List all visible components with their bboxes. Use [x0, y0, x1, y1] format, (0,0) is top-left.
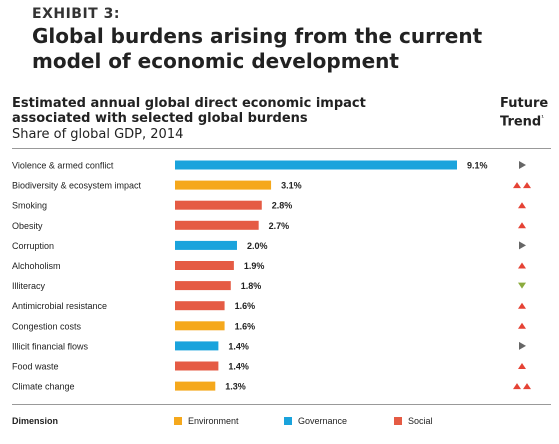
category-label: Illiteracy [12, 281, 46, 291]
bar [175, 321, 225, 331]
category-label: Food waste [12, 362, 59, 372]
category-label: Corruption [12, 241, 54, 251]
value-label: 3.1% [281, 181, 302, 191]
value-label: 2.8% [272, 201, 293, 211]
value-label: 1.4% [228, 341, 249, 351]
trend-stable-icon [519, 341, 526, 350]
value-label: 1.8% [241, 281, 262, 291]
bar [175, 200, 262, 210]
legend-label-governance: Governance [298, 416, 348, 426]
value-label: 2.0% [247, 241, 268, 251]
category-label: Climate change [12, 382, 75, 392]
bar [175, 160, 457, 170]
value-label: 2.7% [269, 221, 290, 231]
value-label: 1.6% [235, 301, 256, 311]
bar [175, 261, 234, 270]
legend-label-environment: Environment [188, 416, 239, 426]
trend-up-icon [513, 182, 521, 189]
bar-chart: Violence & armed conflict 9.1% Biodiversit… [12, 160, 531, 392]
bar [175, 301, 225, 311]
trend-footnote-mark: ¹ [541, 114, 545, 122]
chart-title: Estimated annual global direct economic … [12, 96, 366, 126]
legend-swatch-social [394, 417, 402, 425]
chart-subtitle: Share of global GDP, 2014 [12, 127, 184, 142]
legend-swatch-environment [174, 417, 182, 425]
value-label: 1.4% [228, 362, 249, 372]
bar [175, 281, 231, 291]
trend-stable-icon [519, 241, 526, 250]
bar [175, 381, 216, 391]
trend-up-icon [518, 363, 526, 369]
bar [175, 341, 219, 351]
trend-up-icon [518, 322, 526, 329]
trend-up-icon [523, 182, 531, 189]
header-divider [12, 148, 551, 149]
legend-swatch-governance [284, 417, 292, 425]
bar [175, 180, 272, 190]
trend-up-icon [518, 202, 526, 209]
legend-label-social: Social [408, 416, 433, 426]
exhibit-label: EXHIBIT 3: [32, 6, 120, 22]
category-label: Alchoholism [12, 261, 61, 271]
trend-header: Future Trend¹ [500, 96, 559, 129]
category-label: Obesity [12, 221, 43, 231]
trend-up-icon [518, 302, 526, 309]
value-label: 1.3% [225, 382, 246, 392]
category-label: Smoking [12, 201, 47, 211]
value-label: 9.1% [467, 161, 488, 171]
legend-item-social: Social [394, 416, 433, 426]
trend-up-icon [518, 222, 526, 229]
legend-item-environment: Environment [174, 416, 239, 426]
legend-label: Dimension [12, 416, 59, 426]
value-label: 1.9% [244, 261, 265, 271]
category-label: Antimicrobial resistance [12, 301, 107, 311]
trend-up-icon [513, 383, 521, 390]
category-label: Biodiversity & ecosystem impact [12, 181, 142, 191]
footer-divider [12, 404, 551, 405]
trend-down-icon [518, 282, 526, 289]
bar [175, 220, 259, 230]
category-label: Congestion costs [12, 321, 82, 331]
value-label: 1.6% [235, 321, 256, 331]
bar [175, 240, 237, 250]
category-label: Illicit financial flows [12, 341, 89, 351]
trend-stable-icon [519, 161, 526, 169]
page-title: Global burdens arising from the current … [32, 24, 483, 73]
bar [175, 361, 219, 371]
category-label: Violence & armed conflict [12, 161, 114, 171]
trend-up-icon [518, 262, 526, 269]
trend-up-icon [523, 383, 531, 390]
legend-item-governance: Governance [284, 416, 347, 426]
trend-header-text: Future Trend [500, 96, 549, 130]
